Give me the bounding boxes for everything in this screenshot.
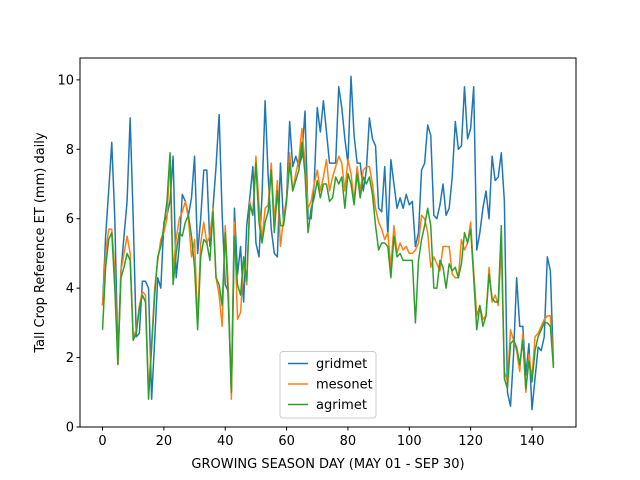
x-tick-label: 120	[458, 434, 483, 449]
x-tick-label: 40	[217, 434, 234, 449]
legend-label: mesonet	[316, 378, 373, 393]
y-tick-label: 0	[66, 421, 74, 436]
x-tick-label: 100	[397, 434, 422, 449]
x-tick-label: 80	[340, 434, 357, 449]
legend: gridmet mesonet agrimet	[279, 351, 377, 419]
y-tick-label: 6	[66, 212, 74, 227]
legend-label: agrimet	[316, 398, 367, 413]
data-line	[101, 75, 555, 411]
x-tick-label: 140	[520, 434, 545, 449]
y-axis-label: Tall Crop Reference ET (mm) daily	[33, 132, 48, 354]
y-tick-label: 2	[66, 351, 74, 366]
y-tick-label: 8	[66, 143, 74, 158]
x-tick-label: 20	[156, 434, 173, 449]
x-axis-label: GROWING SEASON DAY (MAY 01 - SEP 30)	[191, 457, 464, 472]
legend-label: gridmet	[316, 357, 367, 372]
axes-frame	[79, 57, 577, 428]
data-line	[101, 127, 555, 400]
y-tick-label: 10	[57, 73, 74, 88]
legend-box	[279, 351, 377, 419]
y-tick-label: 4	[66, 282, 74, 297]
x-tick-label: 60	[278, 434, 295, 449]
data-line	[101, 141, 555, 400]
x-tick-label: 0	[98, 434, 106, 449]
